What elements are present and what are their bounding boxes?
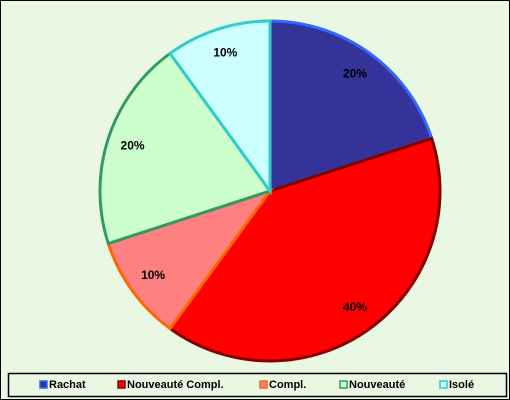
legend-swatch	[259, 380, 268, 389]
legend-label: Nouveauté	[349, 379, 405, 391]
legend-swatch	[339, 380, 348, 389]
legend-swatch	[39, 380, 48, 389]
data-label: 10%	[141, 268, 165, 282]
legend-label: Rachat	[49, 379, 86, 391]
pie-slice	[268, 19, 434, 194]
pie-slice	[167, 136, 442, 363]
legend-box	[7, 372, 508, 398]
data-label: 20%	[343, 66, 367, 80]
data-label: 40%	[343, 300, 367, 314]
pie-slice	[106, 188, 274, 331]
data-label: 20%	[121, 139, 145, 153]
legend-swatch	[439, 380, 448, 389]
pie-slice	[98, 51, 273, 246]
legend-swatch	[117, 380, 126, 389]
pie-slice	[167, 19, 272, 196]
legend-label: Isolé	[449, 379, 474, 391]
legend-label: Compl.	[269, 379, 306, 391]
data-label: 10%	[213, 46, 237, 60]
legend-label: Nouveauté Compl.	[127, 379, 224, 391]
